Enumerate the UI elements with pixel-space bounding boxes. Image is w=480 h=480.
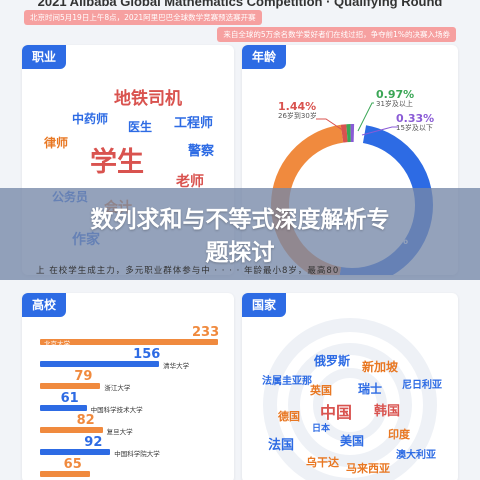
announcement-pill-2: 来自全球的5万余名数学爱好者们在线过招，争夺前1%的决赛入场券: [217, 27, 456, 42]
country-word: 乌干达: [306, 456, 339, 469]
country-word: 瑞士: [358, 382, 383, 396]
age-label: 0.97% 31岁及以上: [376, 88, 415, 109]
age-tag: 年龄: [242, 45, 287, 69]
school-bar: [40, 405, 87, 411]
occupation-word: 医生: [128, 120, 153, 134]
country-word: 日本: [312, 424, 331, 434]
school-bar-value: 233: [192, 325, 220, 340]
country-word: 新加坡: [362, 360, 399, 374]
occupation-word: 地铁司机: [114, 89, 182, 109]
announcement-pill-1: 北京时间5月19日上午8点，2021阿里巴巴全球数学竞赛预选赛开赛: [24, 10, 262, 25]
school-bar-value: 82: [76, 413, 95, 428]
occupation-word: 律师: [44, 136, 69, 150]
school-bar-row: 65: [40, 457, 218, 480]
school-bar-value: 61: [60, 391, 79, 406]
school-bar-row: 233 北京大学: [40, 325, 220, 349]
top-banner: 2021 Alibaba Global Mathematics Competit…: [0, 0, 480, 46]
country-word: 德国: [278, 410, 300, 423]
country-word: 印度: [388, 428, 410, 441]
country-word: 法属圭亚那: [262, 376, 312, 387]
occupation-word: 中药师: [72, 112, 109, 126]
occupation-word: 学生: [90, 147, 144, 178]
school-name: 北京大学: [44, 340, 70, 348]
age-range: 31岁及以上: [376, 100, 413, 109]
school-bar-value: 79: [74, 369, 93, 384]
school-name: 清华大学: [163, 362, 190, 370]
school-name: 复旦大学: [106, 428, 133, 436]
country-word: 韩国: [374, 404, 401, 419]
age-label: 1.44% 26岁到30岁: [278, 100, 317, 121]
announcement-line-2: 来自全球的5万余名数学爱好者们在线过招，争夺前1%的决赛入场券: [217, 27, 456, 42]
country-word: 中国: [320, 403, 353, 422]
country-card: 国家 俄罗斯 新加坡法属圭亚那 英国 瑞士 尼日利亚德国 中国 韩国日本法国 美国 印度澳大利亚…: [242, 293, 458, 480]
overlay-title-line-1: 数列求和与不等式深度解析专: [90, 207, 390, 233]
age-percent: 1.44%: [278, 100, 317, 113]
age-label: 0.33% 15岁及以下: [396, 112, 435, 133]
school-tag: 高校: [22, 293, 67, 317]
school-bar-value: 92: [84, 435, 103, 450]
school-bar: [40, 471, 90, 477]
competition-title: 2021 Alibaba Global Mathematics Competit…: [37, 0, 443, 9]
age-leader-line: [361, 126, 398, 136]
school-name: 中国科学院大学: [114, 450, 160, 458]
school-bar: [40, 361, 160, 367]
age-slice-26-30: [340, 124, 348, 143]
school-bar: [40, 339, 218, 345]
age-percent: 0.97%: [376, 88, 415, 101]
school-bar-value: 65: [63, 457, 82, 472]
age-leader-line: [357, 102, 374, 132]
school-bar-row: 156 清华大学: [40, 347, 218, 371]
country-word: 英国: [310, 384, 332, 397]
country-word: 马来西亚: [346, 462, 390, 475]
overlay-title-line-2: 题探讨: [205, 240, 275, 266]
school-bar: [40, 427, 103, 433]
school-bar: [40, 383, 101, 389]
school-name: 中国科学技术大学: [90, 406, 143, 414]
announcement-line-1: 北京时间5月19日上午8点，2021阿里巴巴全球数学竞赛预选赛开赛: [24, 10, 456, 25]
age-range: 15岁及以下: [396, 124, 433, 133]
handwritten-caption: 上 在校学生成主力，多元职业群体参与中 · · · · 年龄最小8岁，最高80: [36, 266, 340, 276]
age-range: 26岁到30岁: [278, 112, 317, 121]
school-bar: [40, 449, 111, 455]
occupation-word: 警察: [188, 144, 215, 159]
age-leader-line: [316, 118, 345, 132]
school-card: 高校 233 北京大学 156 清华大学 79 浙江大学 61 中国科学技术大学 82 复旦大学 9…: [22, 293, 234, 480]
overlay-title: 数列求和与不等式深度解析专 题探讨: [0, 204, 480, 270]
occupation-tag: 职业: [22, 45, 67, 69]
school-bar-row: 92 中国科学院大学: [40, 435, 218, 459]
school-bar-row: 82 复旦大学: [40, 413, 218, 437]
title-overlay-band: [0, 188, 480, 280]
country-word: 俄罗斯: [314, 354, 351, 368]
country-word: 美国: [340, 434, 365, 448]
country-word: 澳大利亚: [396, 450, 436, 461]
school-bar-row: 79 浙江大学: [40, 369, 218, 393]
country-word: 尼日利亚: [402, 380, 442, 391]
occupation-word: 工程师: [174, 116, 214, 131]
occupation-word: 老师: [176, 174, 204, 190]
school-name: 浙江大学: [104, 384, 131, 392]
country-tag: 国家: [242, 293, 287, 317]
age-percent: 0.33%: [396, 112, 435, 125]
country-word: 法国: [268, 438, 295, 453]
school-bar-row: 61 中国科学技术大学: [40, 391, 218, 415]
country-rings: [263, 318, 437, 480]
school-bar-value: 156: [133, 347, 161, 362]
